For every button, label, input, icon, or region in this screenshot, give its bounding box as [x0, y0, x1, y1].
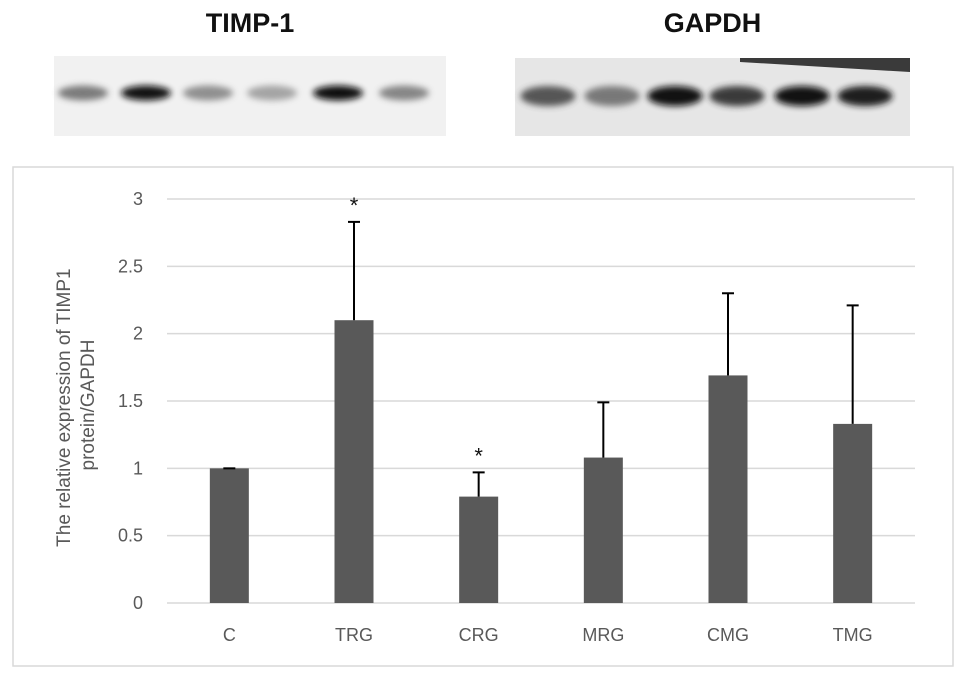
gapdh-blot-image	[515, 58, 910, 136]
y-tick-label: 0	[133, 593, 143, 613]
timp1-band-4	[247, 85, 297, 101]
gapdh-band-3	[647, 86, 703, 106]
significance-markers: **	[350, 193, 484, 468]
gridlines	[167, 198, 915, 604]
gapdh-band-2	[584, 86, 640, 106]
gapdh-band-1	[520, 86, 576, 106]
y-tick-label: 1	[133, 458, 143, 478]
bar-crg	[459, 496, 499, 603]
significance-marker-trg: *	[350, 193, 359, 218]
timp1-band-6	[379, 85, 429, 101]
gapdh-bands	[520, 86, 893, 106]
bar-mrg	[583, 457, 623, 603]
y-tick-label: 1.5	[118, 391, 143, 411]
significance-marker-crg: *	[474, 443, 483, 468]
timp1-band-5	[313, 85, 363, 101]
y-tick-labels: 0 0.5 1 1.5 2 2.5 3	[118, 189, 143, 613]
timp1-band-2	[121, 85, 171, 101]
gapdh-band-4	[709, 86, 765, 106]
timp1-blot-title: TIMP-1	[205, 8, 295, 38]
gapdh-band-6	[837, 86, 893, 106]
x-tick-labels: C TRG CRG MRG CMG TMG	[223, 625, 873, 645]
bar-cmg	[708, 375, 748, 603]
bars	[209, 320, 873, 603]
timp1-band-3	[183, 85, 233, 101]
timp1-band-1	[58, 85, 108, 101]
x-tick-label-c: C	[223, 625, 236, 645]
x-tick-label-crg: CRG	[459, 625, 499, 645]
x-tick-label-mrg: MRG	[582, 625, 624, 645]
y-tick-label: 2.5	[118, 256, 143, 276]
x-tick-label-trg: TRG	[335, 625, 373, 645]
timp1-blot-image	[54, 56, 446, 136]
x-tick-label-tmg: TMG	[833, 625, 873, 645]
y-axis-title-line-1: The relative expression of TIMP1	[54, 268, 75, 546]
y-tick-label: 2	[133, 324, 143, 344]
timp1-bands	[58, 85, 429, 101]
bar-c	[209, 468, 249, 603]
error-bars	[223, 220, 859, 497]
gapdh-blot-dark-corner	[740, 58, 910, 72]
y-axis-title-line-2: protein/GAPDH	[78, 340, 99, 471]
gapdh-blot-title: GAPDH	[663, 8, 762, 38]
y-tick-label: 3	[133, 189, 143, 209]
gapdh-band-5	[774, 86, 830, 106]
y-axis-title: The relative expression of TIMP1 protein…	[54, 263, 99, 547]
bar-trg	[334, 320, 374, 603]
x-tick-label-cmg: CMG	[707, 625, 749, 645]
bar-tmg	[833, 423, 873, 603]
y-tick-label: 0.5	[118, 526, 143, 546]
